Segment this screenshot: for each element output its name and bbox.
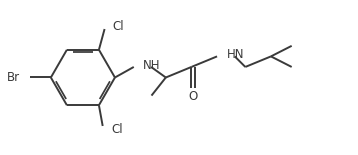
Text: Cl: Cl	[111, 123, 122, 136]
Text: NH: NH	[143, 59, 160, 72]
Text: Br: Br	[7, 71, 20, 84]
Text: O: O	[188, 90, 198, 103]
Text: Cl: Cl	[113, 20, 125, 33]
Text: HN: HN	[227, 48, 244, 61]
